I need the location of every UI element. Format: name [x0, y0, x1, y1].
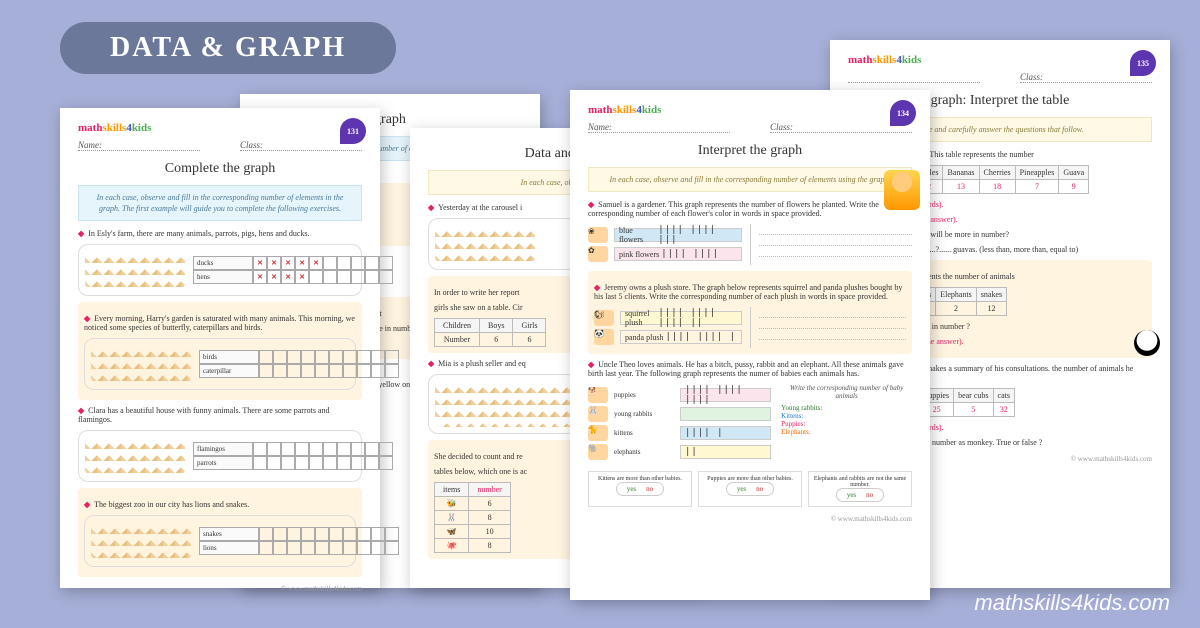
page-badge: 131: [340, 118, 366, 144]
footer: © www.mathskills4kids.com: [78, 585, 362, 593]
worksheet-complete-graph: 131 mathskills4kids Name:Class: Complete…: [60, 108, 380, 588]
worksheet-title: Complete the graph: [78, 161, 362, 177]
question-section: ◆Every morning, Harry's garden is satura…: [78, 302, 362, 400]
name-class-row: Name:Class:: [78, 140, 362, 151]
kid-icon: [884, 170, 920, 210]
page-title: DATA & GRAPH: [60, 22, 396, 74]
boys-girls-table: ChildrenBoysGirls Number66: [434, 318, 546, 347]
items-table: itemsnumber 🐝6🐰8 🦋10🐙8: [434, 482, 511, 553]
fruits-table: ApplesBananasCherriesPineapplesGuava 121…: [911, 165, 1089, 194]
panda-icon: [1134, 330, 1160, 356]
instructions: In each case, observe and fill in the co…: [78, 185, 362, 221]
tally-grid: ducks✕✕✕✕✕ hens✕✕✕✕: [193, 256, 393, 284]
animal-icons: [85, 251, 185, 289]
worksheet-interpret-graph: 134 mathskills4kids Name:Class: Interpre…: [570, 90, 930, 600]
question: ◆In Esly's farm, there are many animals,…: [78, 229, 362, 238]
graph-block: ducks✕✕✕✕✕ hens✕✕✕✕: [78, 244, 362, 296]
watermark: mathskills4kids.com: [974, 590, 1170, 616]
brand-logo: mathskills4kids: [78, 122, 362, 134]
